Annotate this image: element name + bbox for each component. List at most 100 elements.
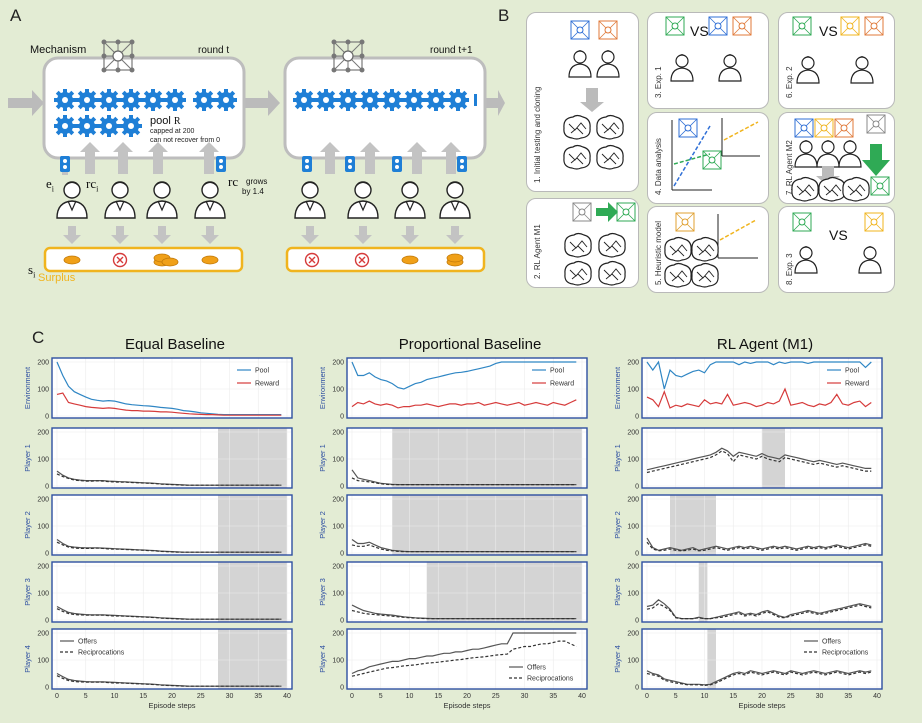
x-tick-label: 25	[197, 693, 205, 700]
shaded-region	[670, 495, 716, 555]
x-tick-label: 0	[645, 693, 649, 700]
y-tick-label: 100	[37, 457, 49, 464]
panel-label-c: C	[32, 328, 45, 347]
offers-series-line	[56, 539, 282, 553]
legend-pool-label: Pool	[255, 368, 269, 375]
y-tick-label: 0	[45, 685, 49, 692]
plot-frame	[346, 427, 588, 489]
step-card-3: 3. Exp. 1 VS	[647, 12, 769, 109]
offers-series-line	[351, 539, 577, 553]
rc-grow-note1: grows	[246, 177, 268, 186]
plot-frame	[51, 494, 293, 556]
reciprocations-series-line	[646, 603, 872, 620]
e-label: ei	[46, 176, 55, 194]
environment-row-label: Environment	[613, 366, 622, 409]
x-tick-label: 20	[168, 693, 176, 700]
shaded-region	[218, 562, 287, 622]
legend-offers-label: Offers	[822, 639, 841, 646]
x-axis-label: Episode steps	[738, 701, 785, 710]
x-tick-label: 20	[758, 693, 766, 700]
x-tick-label: 20	[463, 693, 471, 700]
environment-row-label: Environment	[318, 366, 327, 409]
offers-series-line	[56, 605, 282, 620]
y-tick-label: 0	[635, 685, 639, 692]
x-tick-label: 40	[873, 693, 881, 700]
y-tick-label: 100	[627, 524, 639, 531]
legend-reward-label: Reward	[845, 381, 869, 388]
y-tick-label: 100	[627, 658, 639, 665]
pool-note-recover: can not recover from 0	[150, 137, 221, 144]
offers-series-line	[351, 632, 577, 675]
offers-series-line	[646, 599, 872, 620]
y-tick-label: 200	[332, 430, 344, 437]
x-tick-label: 5	[84, 693, 88, 700]
x-axis-label: Episode steps	[148, 701, 195, 710]
y-tick-label: 0	[340, 618, 344, 625]
vs-label-2: VS	[819, 23, 838, 39]
legend-reward-label: Reward	[550, 381, 574, 388]
plot-frame	[51, 357, 293, 419]
reciprocations-series-line	[351, 609, 577, 620]
player-row-label: Player 3	[23, 578, 32, 606]
y-tick-label: 200	[627, 564, 639, 571]
y-tick-label: 200	[332, 497, 344, 504]
reward-series-line	[56, 392, 282, 416]
y-tick-label: 0	[340, 414, 344, 421]
y-tick-label: 100	[332, 591, 344, 598]
x-tick-label: 30	[521, 693, 529, 700]
y-tick-label: 200	[37, 631, 49, 638]
rc-grow-label: rc	[228, 174, 239, 189]
y-tick-label: 0	[45, 551, 49, 558]
x-tick-label: 35	[549, 693, 557, 700]
x-tick-label: 25	[787, 693, 795, 700]
offers-series-line	[56, 672, 282, 687]
x-tick-label: 10	[111, 693, 119, 700]
y-tick-label: 0	[45, 484, 49, 491]
player-row-label: Player 3	[613, 578, 622, 606]
x-tick-label: 5	[379, 693, 383, 700]
reciprocations-series-line	[351, 640, 577, 677]
x-tick-label: 30	[226, 693, 234, 700]
y-tick-label: 0	[635, 551, 639, 558]
mechanism-diagram	[8, 38, 505, 273]
shaded-region	[218, 428, 287, 488]
offers-series-line	[646, 670, 872, 686]
x-tick-label: 40	[578, 693, 586, 700]
vs-label-1: VS	[690, 23, 709, 39]
plot-frame	[346, 494, 588, 556]
x-tick-label: 0	[350, 693, 354, 700]
y-tick-label: 100	[332, 387, 344, 394]
y-tick-label: 100	[332, 524, 344, 531]
vs-label-3: VS	[829, 227, 848, 243]
y-tick-label: 200	[37, 360, 49, 367]
y-tick-label: 200	[627, 430, 639, 437]
legend-recip-label: Reciprocations	[78, 650, 125, 657]
shaded-region	[218, 629, 287, 689]
x-tick-label: 40	[283, 693, 291, 700]
player-row-label: Player 4	[23, 645, 32, 673]
y-tick-label: 100	[627, 591, 639, 598]
offers-series-line	[646, 537, 872, 551]
y-tick-label: 100	[37, 524, 49, 531]
reciprocations-series-line	[646, 541, 872, 552]
reward-series-line	[351, 399, 577, 409]
shaded-region	[707, 629, 716, 689]
x-tick-label: 10	[701, 693, 709, 700]
y-tick-label: 200	[332, 564, 344, 571]
rc-grow-note2: by 1.4	[242, 187, 264, 196]
x-tick-label: 10	[406, 693, 414, 700]
reciprocations-series-line	[646, 671, 872, 687]
plot-frame	[51, 561, 293, 623]
x-tick-label: 35	[254, 693, 262, 700]
round-t1-label: round t+1	[430, 45, 473, 56]
player-row-label: Player 2	[613, 511, 622, 539]
pool-label: pool R	[150, 115, 181, 127]
x-tick-label: 0	[55, 693, 59, 700]
pool-note-cap: capped at 200	[150, 128, 195, 135]
y-tick-label: 0	[45, 414, 49, 421]
chart-title-equal: Equal Baseline	[124, 336, 226, 353]
player-row-label: Player 1	[613, 444, 622, 472]
y-tick-label: 100	[627, 457, 639, 464]
chart-title-proportional: Proportional Baseline	[398, 336, 542, 353]
player-row-label: Player 2	[23, 511, 32, 539]
